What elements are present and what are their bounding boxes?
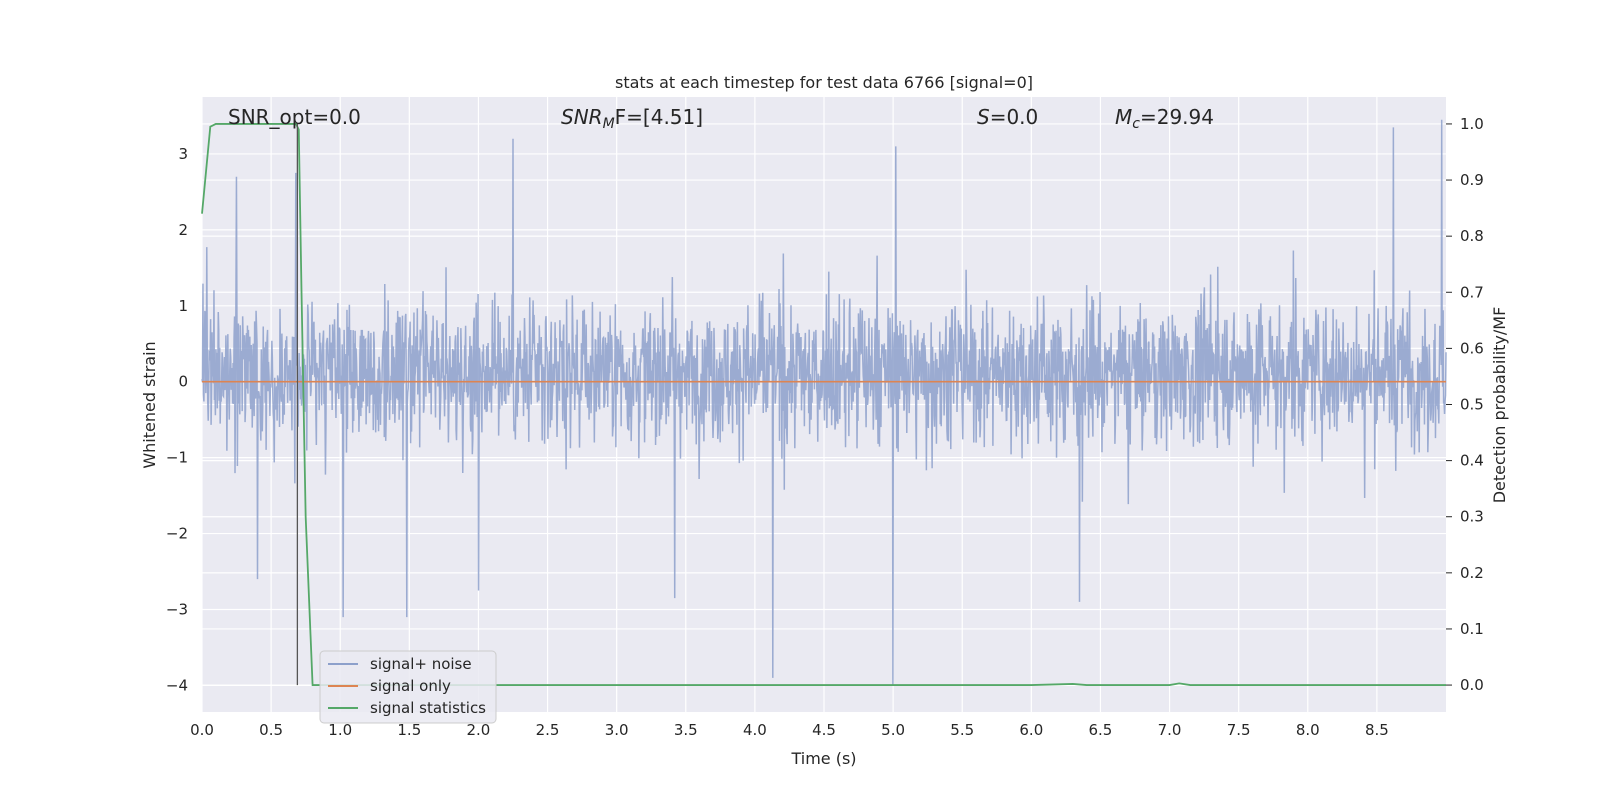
y2-tick-label: 0.4 xyxy=(1460,452,1484,470)
y2-tick-label: 0.5 xyxy=(1460,396,1484,414)
legend-label-signal-noise: signal+ noise xyxy=(370,655,472,673)
y2-tick-label: 0.9 xyxy=(1460,171,1484,189)
annotation-mc: Mc=29.94 xyxy=(1115,105,1214,132)
y2-tick-label: 0.8 xyxy=(1460,227,1484,245)
y-tick-label: 2 xyxy=(178,221,188,239)
annotation-s-label: S xyxy=(977,105,990,129)
annotation-snr-opt: SNR_opt=0.0 xyxy=(228,105,361,129)
y2-tick-label: 0.7 xyxy=(1460,283,1484,301)
chart-title: stats at each timestep for test data 676… xyxy=(615,73,1033,92)
legend: signal+ noise signal only signal statist… xyxy=(319,650,497,724)
y2-tick-label: 0.3 xyxy=(1460,508,1484,526)
signal-noise-line xyxy=(201,119,1447,686)
y-tick-label: −4 xyxy=(166,676,188,694)
y2-tick-label: 0.0 xyxy=(1460,676,1484,694)
y-tick-label: 3 xyxy=(178,145,188,163)
y-tick-label: −2 xyxy=(166,525,188,543)
annotation-snr-mf: SNRMF=[4.51] xyxy=(561,105,703,132)
legend-label-signal-statistics: signal statistics xyxy=(370,699,486,717)
y2-axis-label: Detection probability/MF xyxy=(1490,307,1509,504)
x-axis-label: Time (s) xyxy=(790,749,856,768)
annotation-mc-sub: c xyxy=(1132,116,1140,132)
x-tick-label: 1.0 xyxy=(328,721,352,739)
annotation-mc-label: M xyxy=(1115,105,1132,129)
x-tick-label: 7.0 xyxy=(1158,721,1182,739)
annotation-s-value: =0.0 xyxy=(990,105,1039,129)
annotation-snr-mf-label: SNR xyxy=(561,105,603,129)
y-tick-label: 0 xyxy=(178,373,188,391)
y-tick-label: 1 xyxy=(178,297,188,315)
series-signal-noise xyxy=(201,119,1447,686)
y2-tick-label: 1.0 xyxy=(1460,115,1484,133)
y2-tick-label: 0.1 xyxy=(1460,620,1484,638)
y2-tick-label: 0.6 xyxy=(1460,339,1484,357)
annotation-mc-value: =29.94 xyxy=(1140,105,1214,129)
y-axis-left: 3 2 1 0 −1 −2 −3 −4 xyxy=(166,145,188,694)
annotation-s: S=0.0 xyxy=(977,105,1038,129)
x-tick-label: 4.0 xyxy=(743,721,767,739)
x-axis: 0.0 0.5 1.0 1.5 2.0 2.5 3.0 3.5 4.0 4.5 5.0 5.5 6.0 6… xyxy=(190,721,1389,739)
x-tick-label: 0.0 xyxy=(190,721,214,739)
y-axis-label: Whitened strain xyxy=(140,341,159,468)
x-tick-label: 8.0 xyxy=(1296,721,1320,739)
x-tick-label: 0.5 xyxy=(259,721,283,739)
y2-tick-label: 0.2 xyxy=(1460,564,1484,582)
y-tick-label: −1 xyxy=(166,449,188,467)
x-tick-label: 2.5 xyxy=(536,721,560,739)
annotation-snr-mf-value: F=[4.51] xyxy=(615,105,703,129)
y-axis-right: 1.0 0.9 0.8 0.7 0.6 0.5 0.4 0.3 0.2 0.1 0.0 xyxy=(1446,115,1484,694)
x-tick-label: 4.5 xyxy=(812,721,836,739)
x-tick-label: 8.5 xyxy=(1365,721,1389,739)
x-tick-label: 5.5 xyxy=(950,721,974,739)
series-signal-statistics xyxy=(201,123,1446,686)
x-tick-label: 1.5 xyxy=(397,721,421,739)
x-tick-label: 3.0 xyxy=(605,721,629,739)
x-tick-label: 5.0 xyxy=(881,721,905,739)
x-tick-label: 6.5 xyxy=(1089,721,1113,739)
legend-box xyxy=(319,650,497,724)
x-tick-label: 6.0 xyxy=(1019,721,1043,739)
x-tick-label: 2.0 xyxy=(467,721,491,739)
legend-label-signal-only: signal only xyxy=(370,677,451,695)
annotation-snr-mf-sub: M xyxy=(603,116,615,132)
signal-statistics-line xyxy=(201,123,1446,686)
x-tick-label: 7.5 xyxy=(1227,721,1251,739)
y-tick-label: −3 xyxy=(166,601,188,619)
x-tick-label: 3.5 xyxy=(674,721,698,739)
